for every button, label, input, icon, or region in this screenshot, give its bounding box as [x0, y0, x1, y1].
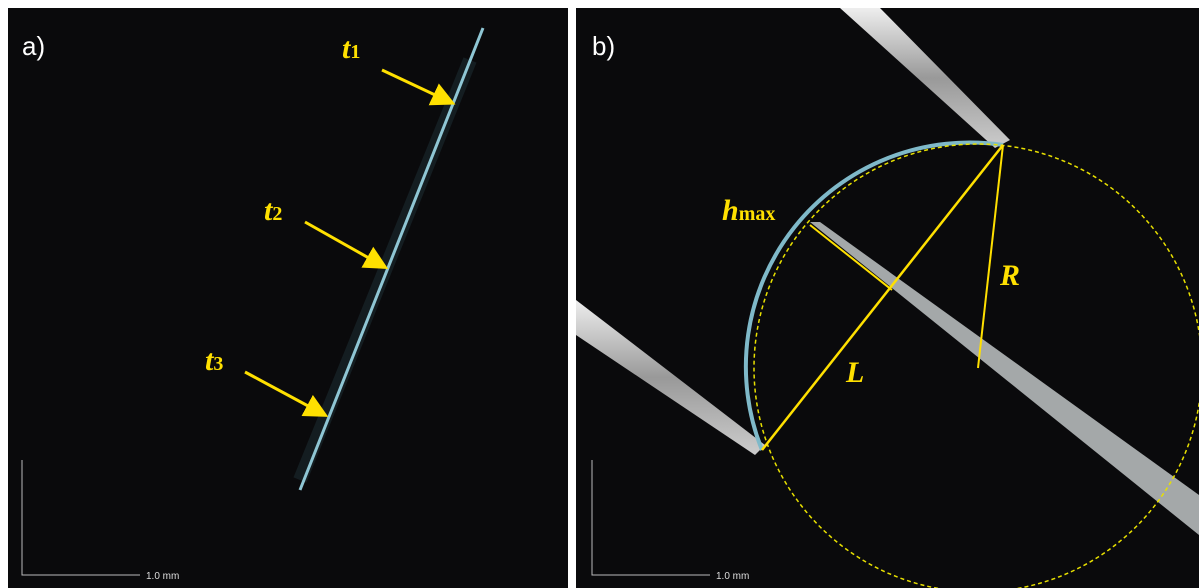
arrow	[244, 370, 329, 417]
fiber-arc	[743, 140, 1004, 451]
annotation: L	[845, 356, 864, 389]
panel-label: a)	[22, 31, 45, 61]
scale-bar	[591, 460, 710, 576]
annotation: t2	[264, 194, 282, 227]
annotation: t1	[342, 32, 360, 65]
fiber	[810, 222, 1199, 535]
fit-circle	[753, 143, 1199, 588]
image-background	[8, 8, 568, 588]
chord-line	[761, 144, 1004, 451]
arrow	[381, 68, 456, 106]
panel-b: b) hmax R L 1.0 mm	[576, 8, 1199, 588]
height-line	[809, 224, 893, 291]
panel-label: b)	[592, 31, 615, 61]
scale-label: 1.0 mm	[146, 571, 179, 582]
scale-label: 1.0 mm	[716, 571, 749, 582]
arrow	[304, 220, 389, 269]
annotation: t3	[205, 344, 223, 377]
radius-line	[977, 144, 1004, 369]
scale-bar	[21, 460, 140, 576]
needle	[576, 300, 765, 455]
image-background	[576, 8, 1199, 588]
needle	[840, 8, 1010, 148]
panel-a: a) t1 t2 t3 1.0 mm	[8, 8, 568, 588]
annotation: R	[999, 259, 1020, 292]
annotation: hmax	[722, 194, 775, 227]
